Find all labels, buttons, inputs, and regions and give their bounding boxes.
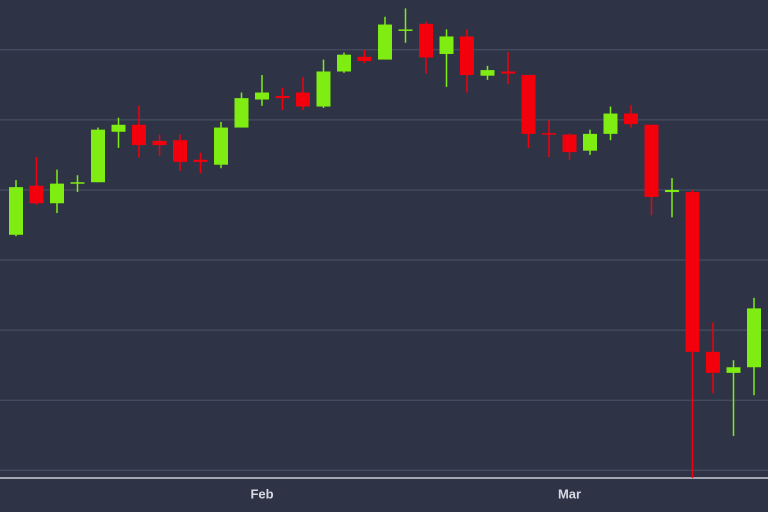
candle-body <box>521 74 536 134</box>
candle-body <box>562 134 577 153</box>
candle-body <box>234 98 249 128</box>
candle-body <box>665 189 679 193</box>
candle-body <box>726 367 741 373</box>
candle-body <box>29 185 44 204</box>
candle-body <box>603 113 618 134</box>
candle-body <box>255 92 269 100</box>
candle-body <box>624 113 638 125</box>
candle-body <box>173 140 187 162</box>
candle-body <box>357 56 372 61</box>
candle-body <box>337 54 351 72</box>
candle-body <box>583 133 597 151</box>
candle-body <box>706 351 720 373</box>
candle-body <box>70 182 85 184</box>
candle-body <box>152 140 167 146</box>
candle-body <box>480 70 495 76</box>
x-tick-label: Mar <box>558 486 581 501</box>
candle-body <box>9 187 23 235</box>
candle-body <box>398 29 413 31</box>
candle-body <box>501 71 515 74</box>
candle-body <box>132 124 146 146</box>
candle-body <box>419 23 433 58</box>
candle-body <box>50 183 64 204</box>
candle-body <box>193 159 208 162</box>
candle-body <box>644 124 659 197</box>
candle-body <box>316 71 331 107</box>
candle-body <box>296 92 310 107</box>
candle-body <box>747 308 761 368</box>
candle-body <box>275 96 290 99</box>
candle-body <box>685 192 700 352</box>
candle-body <box>378 24 392 60</box>
candle-body <box>111 124 126 132</box>
candle-body <box>439 36 454 54</box>
candle-body <box>214 127 228 165</box>
candle-body <box>460 36 474 75</box>
candle-body <box>542 133 556 135</box>
x-tick-label: Feb <box>250 486 273 501</box>
candle-body <box>91 129 105 183</box>
